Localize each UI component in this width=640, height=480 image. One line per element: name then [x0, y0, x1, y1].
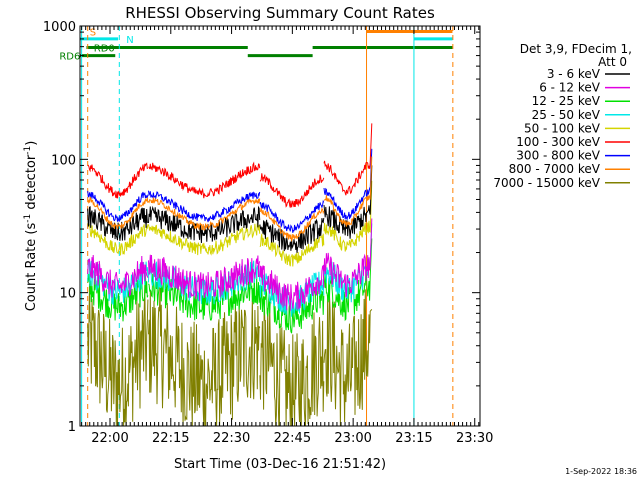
legend-label-3: 25 - 50 keV: [532, 108, 601, 122]
y-tick-label: 100: [51, 153, 76, 168]
y-axis-label: Count Rate (s-1 detector-1): [23, 141, 39, 312]
x-tick-label: 22:15: [152, 431, 189, 446]
flag-label-s: S: [90, 27, 96, 38]
legend-label-5: 100 - 300 keV: [516, 135, 600, 149]
flag-label-n: N: [126, 35, 133, 46]
x-axis: 22:00 22:15 22:30 22:45 23:00 23:15 23:30: [81, 26, 493, 446]
series-line-2: [87, 238, 373, 334]
y-tick-label: 1: [68, 420, 76, 435]
x-tick-label: 23:00: [334, 431, 371, 446]
series-line-5: [87, 123, 373, 208]
legend-label-8: 7000 - 15000 keV: [493, 176, 600, 190]
series-line-8: [87, 283, 373, 427]
series-lines: [87, 123, 373, 427]
series-line-1: [87, 218, 373, 311]
y-tick-label: 10: [59, 287, 76, 302]
footer-timestamp: 1-Sep-2022 18:36: [565, 467, 637, 476]
y-axis: 1 10 100 1000: [43, 20, 480, 435]
y-axis-label-part1: Count Rate (s: [24, 223, 39, 312]
y-tick-label: 1000: [43, 20, 76, 35]
series-line-4: [87, 180, 373, 267]
legend-label-2: 12 - 25 keV: [532, 94, 601, 108]
flag-label-rd0: RD0: [94, 43, 115, 54]
x-tick-label: 22:00: [91, 431, 128, 446]
y-axis-label-part3: ): [24, 141, 39, 146]
series-line-6: [87, 148, 373, 233]
series-line-7: [87, 156, 373, 243]
x-tick-label: 22:45: [274, 431, 311, 446]
legend-header-line1: Det 3,9, FDecim 1,: [520, 42, 632, 56]
y-axis-label-sup1: -1: [23, 214, 33, 223]
series-line-0: [87, 165, 373, 253]
x-tick-label: 23:30: [456, 431, 493, 446]
y-axis-label-sup2: -1: [23, 146, 33, 155]
legend-label-4: 50 - 100 keV: [524, 121, 601, 135]
chart-title: RHESSI Observing Summary Count Rates: [125, 4, 435, 22]
state-flag-bars: S N RD0 RD6: [59, 27, 453, 63]
flag-label-rd6: RD6: [59, 52, 80, 63]
x-axis-label: Start Time (03-Dec-16 21:51:42): [174, 457, 386, 472]
x-tick-label: 23:15: [395, 431, 432, 446]
legend-header-line2: Att 0: [598, 55, 627, 69]
x-tick-label: 22:30: [213, 431, 250, 446]
legend-label-6: 300 - 800 keV: [516, 149, 600, 163]
legend-label-1: 6 - 12 keV: [539, 81, 601, 95]
legend-label-0: 3 - 6 keV: [547, 67, 601, 81]
legend-label-7: 800 - 7000 keV: [509, 162, 601, 176]
y-axis-label-part2: detector: [24, 154, 39, 214]
